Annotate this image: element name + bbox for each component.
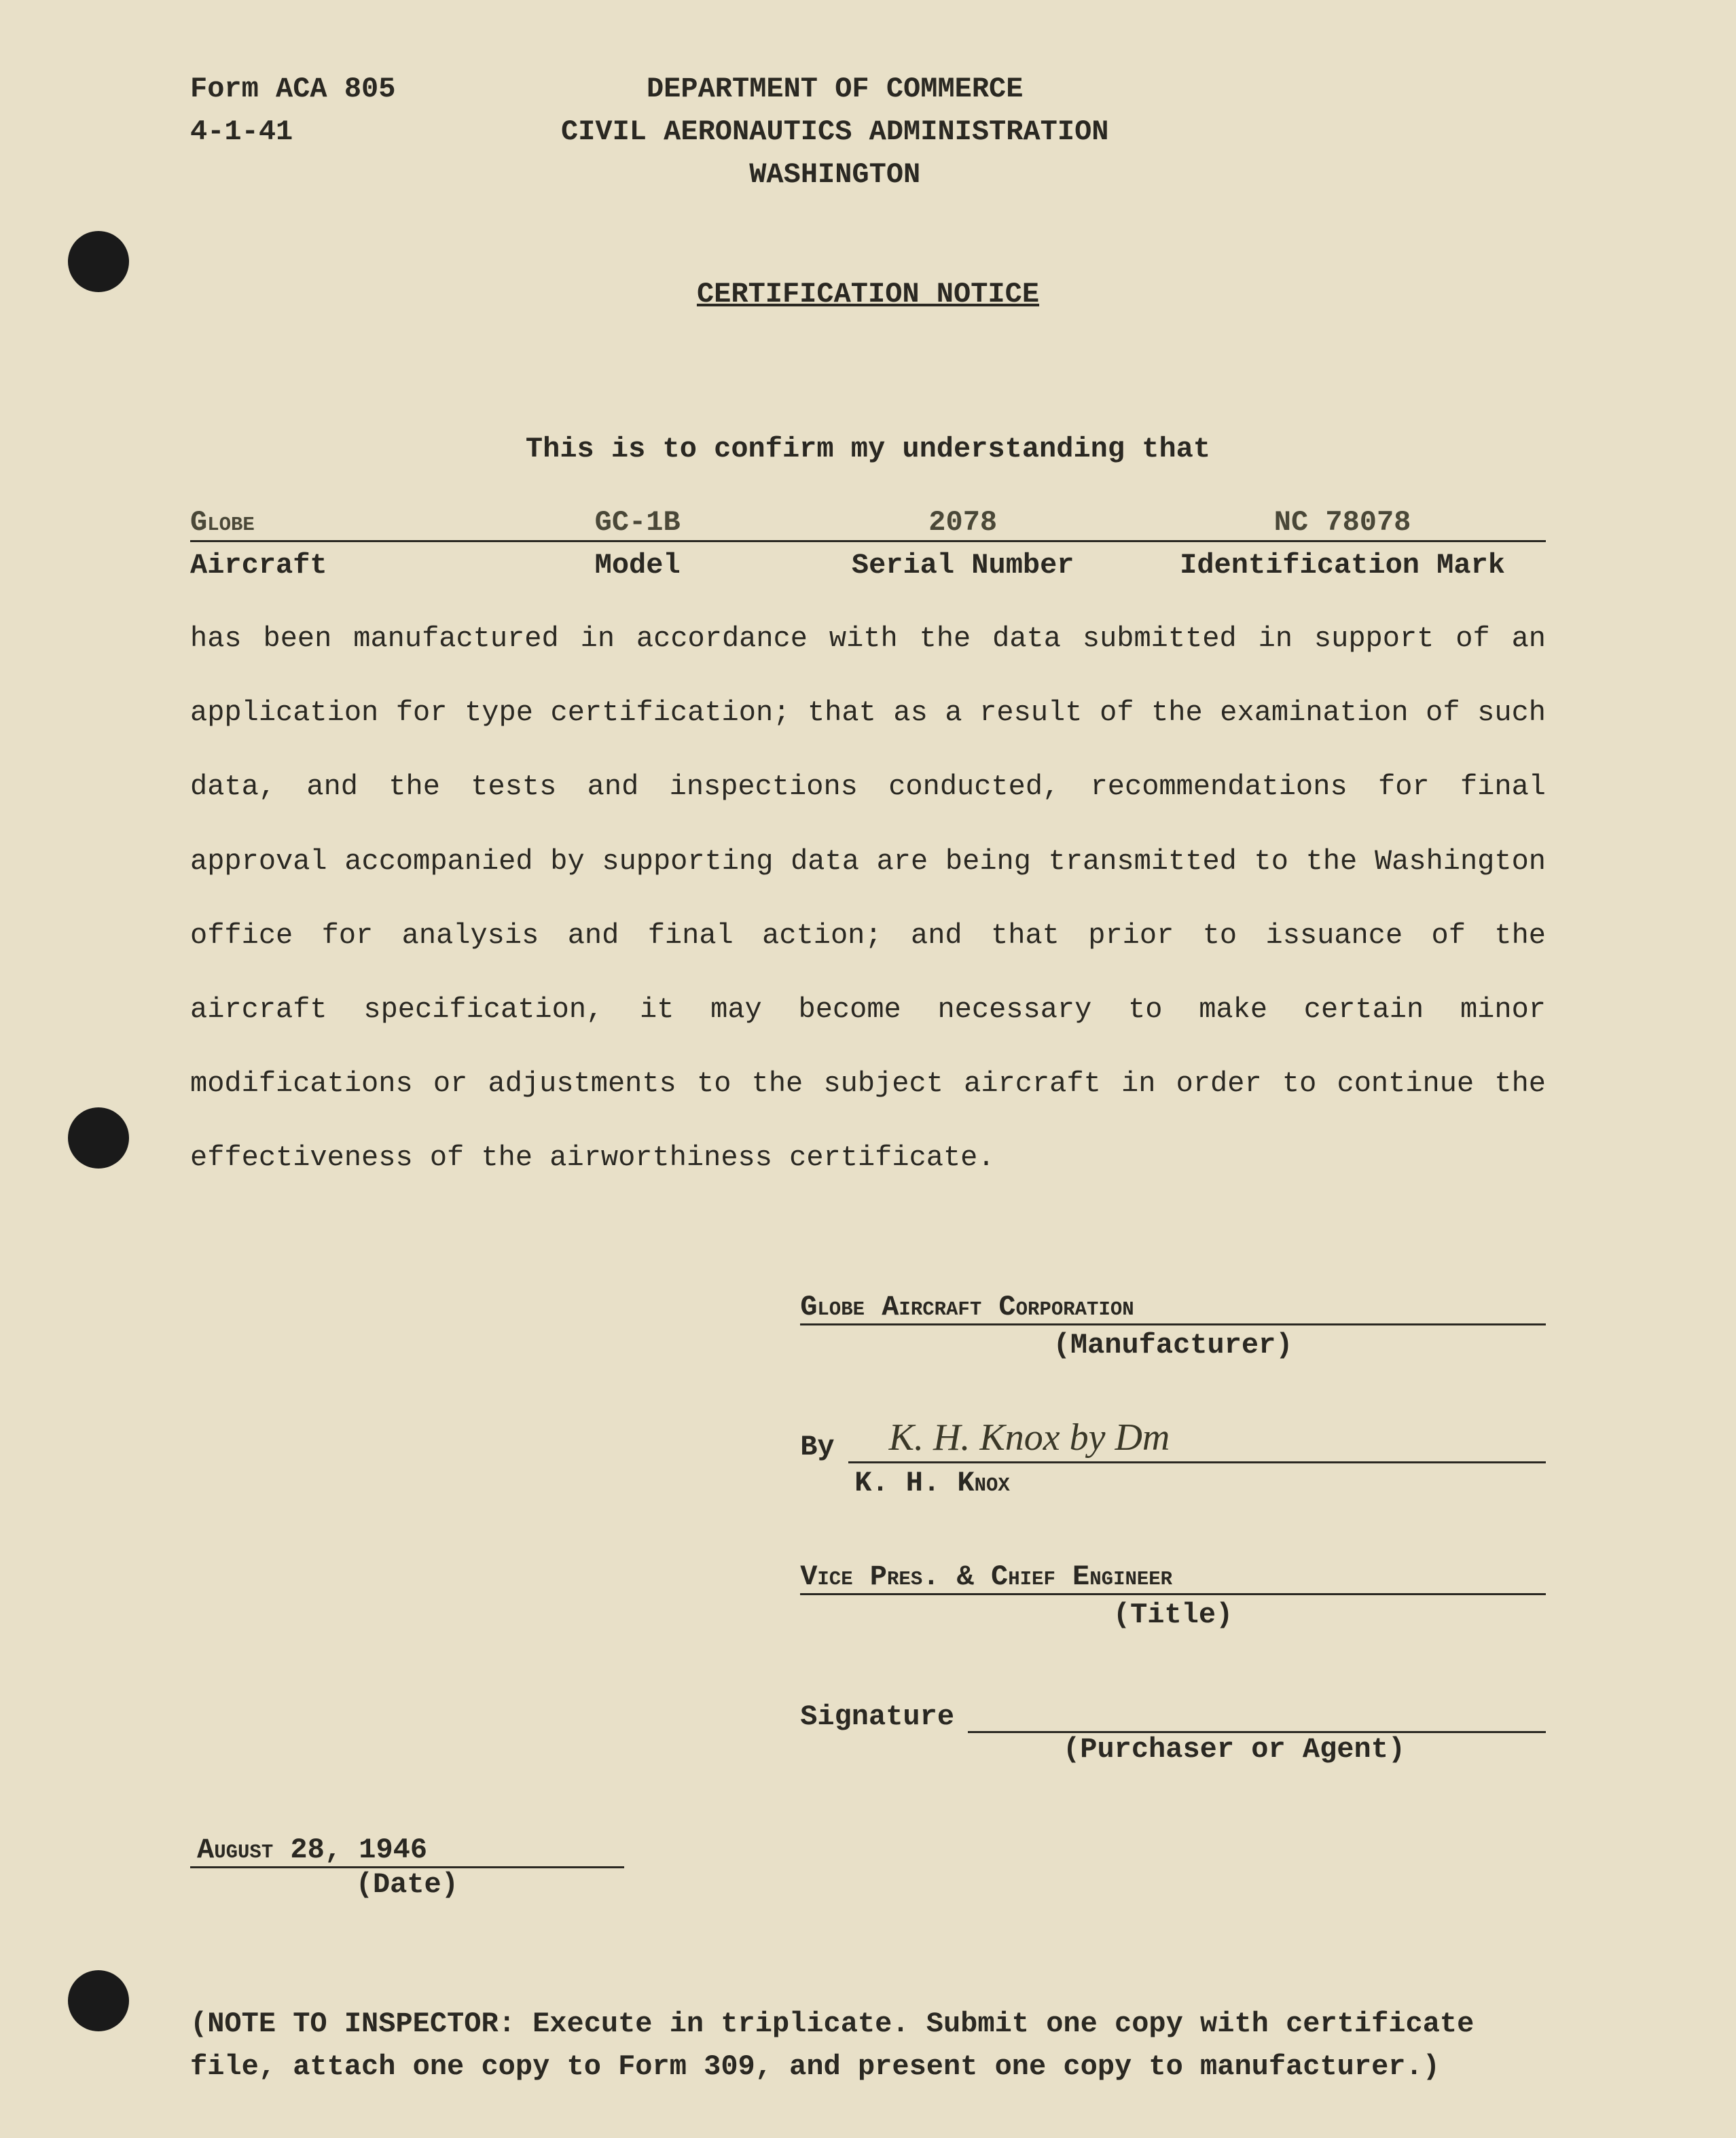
agency-name: CIVIL AERONAUTICS ADMINISTRATION <box>259 111 1410 154</box>
department-name: DEPARTMENT OF COMMERCE <box>259 68 1410 111</box>
signature-label: Signature <box>800 1700 954 1733</box>
serial-value: 2078 <box>786 506 1139 539</box>
certification-body-text: has been manufactured in accordance with… <box>190 602 1546 1196</box>
aircraft-label: Aircraft <box>190 549 488 582</box>
id-mark-label: Identification Mark <box>1139 549 1546 582</box>
handwritten-signature: K. H. Knox by Dm <box>889 1416 1170 1459</box>
department-header: DEPARTMENT OF COMMERCE CIVIL AERONAUTICS… <box>259 68 1410 196</box>
by-label: By <box>800 1431 834 1463</box>
manufacturer-value: Globe Aircraft Corporation <box>800 1291 1546 1325</box>
notice-title: CERTIFICATION NOTICE <box>190 278 1546 310</box>
serial-label: Serial Number <box>786 549 1139 582</box>
inspector-note: (NOTE TO INSPECTOR: Execute in triplicat… <box>190 2003 1546 2088</box>
date-label: (Date) <box>190 1868 624 1901</box>
by-signature-line: K. H. Knox by Dm <box>848 1429 1546 1463</box>
model-value: GC-1B <box>488 506 786 539</box>
aircraft-labels-row: Aircraft Model Serial Number Identificat… <box>190 549 1546 582</box>
form-header: Form ACA 805 4-1-41 DEPARTMENT OF COMMER… <box>190 68 1546 196</box>
punch-hole-icon <box>68 1107 129 1169</box>
title-label: (Title) <box>800 1599 1546 1631</box>
signer-name: K. H. Knox <box>854 1467 1546 1499</box>
manufacturer-label: (Manufacturer) <box>800 1329 1546 1361</box>
purchaser-label: (Purchaser or Agent) <box>922 1733 1546 1766</box>
confirm-statement: This is to confirm my understanding that <box>190 433 1546 465</box>
by-signature-row: By K. H. Knox by Dm <box>800 1429 1546 1463</box>
date-value: August 28, 1946 <box>190 1834 624 1868</box>
title-value: Vice Pres. & Chief Engineer <box>800 1561 1546 1595</box>
model-label: Model <box>488 549 786 582</box>
city-name: WASHINGTON <box>259 154 1410 196</box>
aircraft-data-row: Globe GC-1B 2078 NC 78078 <box>190 506 1546 542</box>
aircraft-value: Globe <box>190 506 488 539</box>
purchaser-signature-line <box>968 1699 1546 1733</box>
purchaser-signature-row: Signature <box>800 1699 1546 1733</box>
punch-hole-icon <box>68 1970 129 2031</box>
date-block: August 28, 1946 (Date) <box>190 1834 624 1901</box>
signature-block: Globe Aircraft Corporation (Manufacturer… <box>800 1291 1546 1766</box>
document-page: Form ACA 805 4-1-41 DEPARTMENT OF COMMER… <box>0 0 1736 2138</box>
id-mark-value: NC 78078 <box>1139 506 1546 539</box>
punch-hole-icon <box>68 231 129 292</box>
